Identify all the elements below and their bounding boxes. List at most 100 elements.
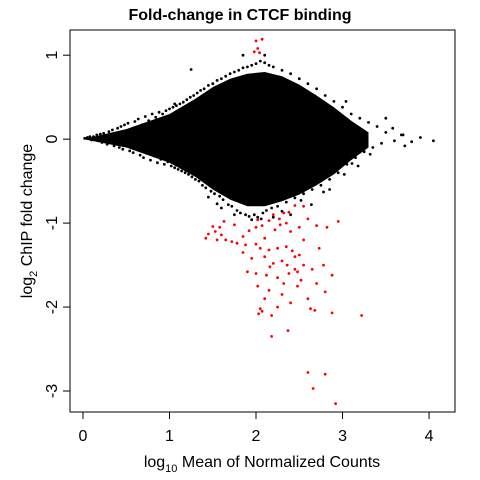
y-axis: 1 0 -1 -2 -3 [44,51,70,398]
data-point [239,211,242,215]
data-point [181,100,185,104]
significant-data-point [334,402,337,405]
data-point [348,146,351,149]
significant-data-point [246,270,249,274]
significant-data-point [211,225,215,228]
data-point [265,209,268,212]
data-point [105,142,109,146]
x-axis-label-subscript: 10 [165,463,177,475]
data-point [126,121,130,125]
y-axis-label-subscript: 2 [28,271,40,277]
significant-data-point [241,235,245,238]
significant-data-point [317,246,321,250]
significant-data-point [323,290,327,294]
data-point [178,102,182,106]
data-point [310,188,314,191]
significant-data-point [270,335,273,338]
significant-data-point [224,238,228,242]
data-point [164,109,168,112]
significant-data-point [286,329,290,332]
data-point [247,215,251,218]
significant-data-point [215,238,219,242]
significant-data-point [310,267,314,271]
data-point [224,74,228,78]
data-point [176,168,180,171]
data-point [230,204,234,208]
data-point [297,77,301,81]
data-point [140,123,144,127]
data-point [157,110,161,114]
significant-data-point [271,262,275,265]
data-point [168,107,171,111]
data-point [315,87,318,91]
significant-data-point [258,246,262,250]
significant-data-point [268,265,272,269]
data-point [215,79,219,82]
data-point [220,206,223,210]
y-axis-label-prefix: log [19,277,36,298]
data-point [92,135,95,139]
data-point [162,162,166,166]
significant-data-point [313,309,317,312]
significant-data-point [213,230,217,233]
data-point [358,116,362,120]
data-point [228,72,232,76]
data-point [202,87,206,91]
data-point [280,68,284,72]
data-point [276,204,279,208]
significant-data-point [325,225,329,229]
y-tick-label: -1 [44,216,61,230]
dense-core-region [83,72,369,207]
significant-data-point [235,241,239,245]
significant-data-point [309,307,312,311]
data-point [342,173,346,176]
significant-data-point [247,229,251,233]
data-point [263,53,267,57]
data-point [380,141,383,145]
significant-data-point [306,297,310,301]
significant-data-point [289,301,292,305]
data-point [403,144,407,148]
data-point [235,209,239,212]
data-point [310,203,313,207]
significant-data-point [293,255,297,259]
significant-data-point [265,273,268,277]
significant-data-point [282,282,286,285]
data-point [393,139,396,143]
points-layer [83,37,435,405]
data-point [207,84,210,87]
significant-data-point [267,219,271,223]
significant-data-point [260,224,264,228]
significant-data-point [297,253,301,257]
data-point [149,158,152,162]
significant-data-point [273,228,277,232]
significant-data-point [258,51,261,55]
y-tick-label: -2 [44,300,61,314]
data-point [93,137,97,141]
data-point [244,213,248,217]
data-point [322,190,325,194]
data-point [384,116,388,120]
data-point [280,209,284,213]
data-point [145,150,149,154]
significant-data-point [254,272,258,275]
data-point [367,121,370,124]
data-point [261,211,265,215]
data-point [102,131,106,135]
significant-data-point [315,224,318,228]
significant-data-point [271,213,275,217]
data-point [384,131,388,134]
data-point [332,100,336,103]
data-point [233,213,236,217]
significant-data-point [250,257,254,260]
significant-data-point [290,249,294,253]
y-axis-label: log2 ChIP fold change [19,144,40,298]
data-point [188,95,192,99]
data-point [112,144,116,148]
data-point [98,132,102,136]
data-point [293,196,297,200]
significant-data-point [336,220,340,223]
data-point [419,136,422,139]
significant-data-point [254,242,258,246]
data-point [237,68,241,72]
